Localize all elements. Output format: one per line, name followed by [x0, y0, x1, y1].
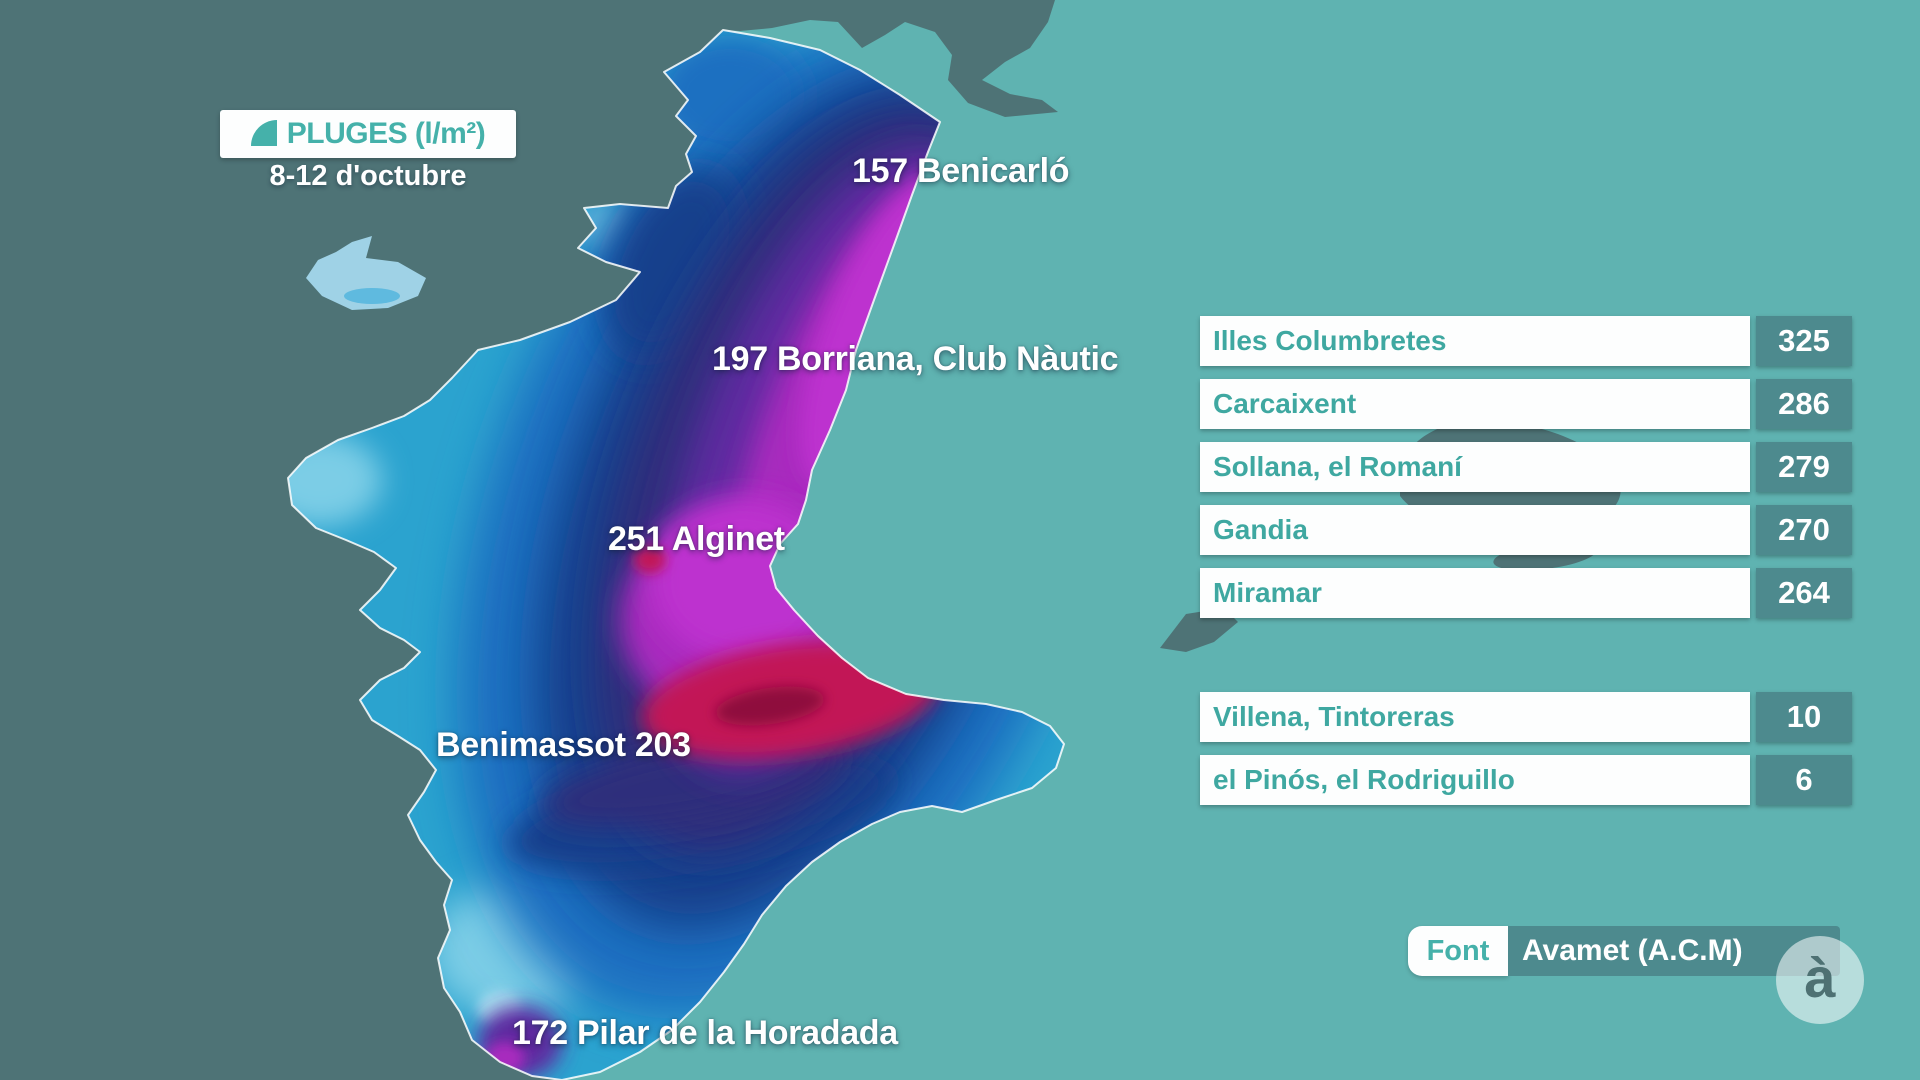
apunt-logo: à	[1776, 936, 1864, 1024]
legend-box: PLUGES (l/m²)	[220, 110, 516, 158]
exclave-rincon-ademuz	[306, 236, 426, 310]
map-label-benimassot: Benimassot 203	[436, 726, 691, 764]
island-small	[1160, 608, 1238, 652]
table-row-value: 6	[1756, 755, 1852, 805]
region-border	[287, 29, 1065, 1080]
quarter-circle-icon	[250, 120, 277, 146]
table-row-value: 325	[1756, 316, 1852, 366]
table-row-name: Carcaixent	[1200, 379, 1750, 429]
map-label-pilar-horadada: 172 Pilar de la Horadada	[512, 1014, 898, 1052]
table-row-name: Gandia	[1200, 505, 1750, 555]
table-row-value: 264	[1756, 568, 1852, 618]
table-row-name: el Pinós, el Rodriguillo	[1200, 755, 1750, 805]
source-label: Font	[1408, 926, 1508, 976]
table-row-value: 270	[1756, 505, 1852, 555]
legend-date-range: 8-12 d'octubre	[269, 160, 467, 192]
mainland-landmass	[0, 0, 1058, 1080]
table-row-name: Villena, Tintoreras	[1200, 692, 1750, 742]
apunt-logo-glyph: à	[1804, 946, 1836, 1009]
table-row-value: 279	[1756, 442, 1852, 492]
table-row-name: Sollana, el Romaní	[1200, 442, 1750, 492]
table-row-name: Miramar	[1200, 568, 1750, 618]
map-label-benicarlo: 157 Benicarló	[852, 152, 1070, 190]
map-label-alginet: 251 Alginet	[608, 520, 785, 558]
table-row-value: 10	[1756, 692, 1852, 742]
map-label-borriana: 197 Borriana, Club Nàutic	[712, 340, 1119, 378]
table-row-name: Illes Columbretes	[1200, 316, 1750, 366]
table-row-value: 286	[1756, 379, 1852, 429]
legend-title: PLUGES (l/m²)	[286, 117, 486, 150]
